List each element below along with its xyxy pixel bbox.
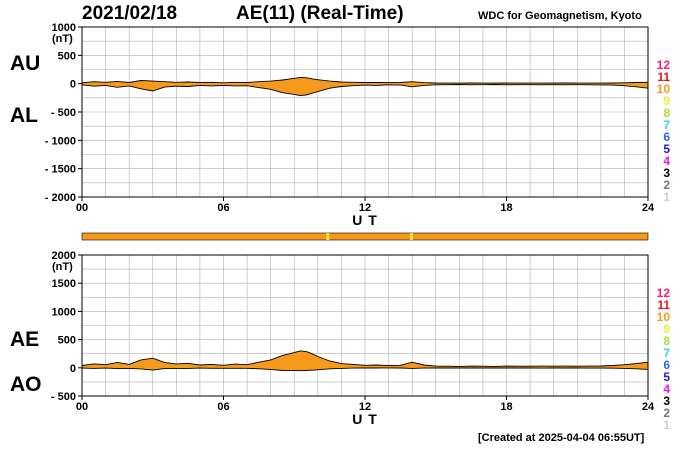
y-tick-label: 1000	[52, 22, 76, 34]
data-source: WDC for Geomagnetism, Kyoto	[478, 10, 642, 22]
station-legend-11: 11	[657, 70, 670, 84]
status-bar	[81, 232, 649, 241]
x-tick-label: 18	[500, 401, 512, 413]
x-tick-label: 06	[217, 202, 229, 214]
x-tick-label: 12	[359, 202, 371, 214]
y-tick-label: 0	[70, 363, 76, 375]
ao-label: AO	[10, 373, 42, 396]
series-line-ao	[81, 367, 649, 372]
station-legend-2: 2	[663, 406, 670, 420]
top-unit-label: (nT)	[52, 33, 73, 45]
station-legend-2: 2	[663, 178, 670, 192]
station-legend-4: 4	[663, 382, 670, 396]
station-legend-11: 11	[657, 298, 670, 312]
station-legend-6: 6	[663, 358, 670, 372]
ae-label: AE	[10, 328, 40, 351]
x-tick-label: 18	[500, 202, 512, 214]
x-tick-label: 00	[76, 401, 88, 413]
station-legend-5: 5	[663, 142, 670, 156]
x-tick-label: 12	[359, 401, 371, 413]
station-legend-5: 5	[663, 370, 670, 384]
station-legend-9: 9	[663, 94, 670, 108]
x-tick-label: 06	[217, 401, 229, 413]
status-bar-gap	[326, 233, 330, 240]
y-tick-label: - 1000	[45, 135, 76, 147]
series-line-au	[81, 76, 649, 84]
station-legend-8: 8	[663, 334, 670, 348]
created-timestamp: [Created at 2025-04-04 06:55UT]	[478, 432, 645, 444]
y-tick-label: - 500	[51, 391, 76, 403]
x-axis-label: U T	[352, 411, 378, 427]
status-bar-gap	[409, 233, 413, 240]
y-tick-label: - 500	[51, 107, 76, 119]
station-legend-7: 7	[663, 118, 670, 132]
y-tick-label: 500	[58, 335, 76, 347]
status-bar-fill	[81, 232, 649, 241]
series-line-ae	[81, 350, 649, 367]
x-tick-label: 24	[642, 401, 655, 413]
station-legend-6: 6	[663, 130, 670, 144]
station-legend-3: 3	[663, 166, 670, 180]
y-tick-label: 0	[70, 79, 76, 91]
y-tick-label: 500	[58, 50, 76, 62]
station-legend-4: 4	[663, 154, 670, 168]
plot-date: 2021/02/18	[82, 3, 178, 24]
panel-top	[78, 26, 649, 201]
station-legend-8: 8	[663, 106, 670, 120]
panel-bottom	[78, 254, 649, 400]
x-tick-label: 24	[642, 202, 655, 214]
station-legend-1: 1	[663, 418, 670, 432]
station-legend-10: 10	[657, 310, 671, 324]
station-legend-12: 12	[657, 286, 671, 300]
x-tick-label: 00	[76, 202, 88, 214]
station-legend-1: 1	[663, 190, 670, 204]
series-line-al	[81, 84, 649, 97]
y-tick-label: 1500	[52, 278, 76, 290]
y-tick-label: - 2000	[45, 192, 76, 204]
x-axis-label: U T	[352, 212, 378, 228]
station-legend-12: 12	[657, 58, 671, 72]
au-label: AU	[10, 52, 41, 75]
plot-title: AE(11) (Real-Time)	[236, 3, 404, 24]
y-tick-label: 2000	[52, 250, 76, 262]
bottom-unit-label: (nT)	[52, 261, 73, 273]
al-label: AL	[10, 104, 38, 127]
station-legend-10: 10	[657, 82, 671, 96]
y-tick-label: 1000	[52, 306, 76, 318]
station-legend-7: 7	[663, 346, 670, 360]
station-legend-9: 9	[663, 322, 670, 336]
y-tick-label: - 1500	[45, 164, 76, 176]
station-legend-3: 3	[663, 394, 670, 408]
